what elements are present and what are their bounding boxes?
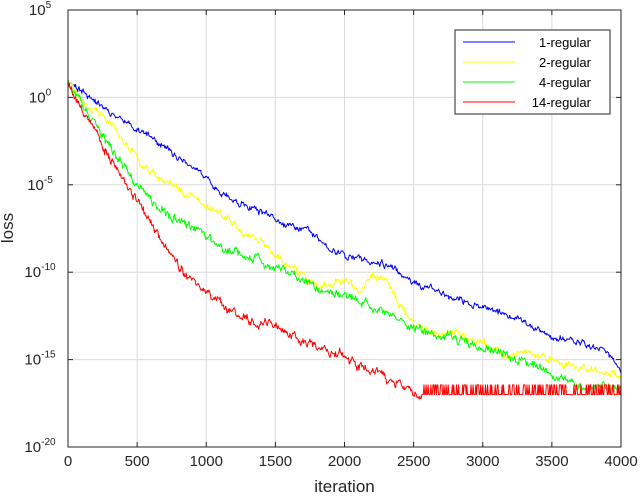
series-line-4-regular <box>67 79 622 393</box>
legend-entry-label: 1-regular <box>539 35 592 50</box>
x-tick-label: 2000 <box>328 453 361 470</box>
y-tick-base: 10 <box>24 352 41 369</box>
x-tick-label: 2500 <box>397 453 430 470</box>
x-tick-labels: 0 500 1000 1500 2000 2500 3000 3500 4000 <box>64 453 638 470</box>
legend-box <box>454 29 611 115</box>
series-lines <box>67 79 622 400</box>
x-tick-label: 0 <box>64 453 72 470</box>
y-tick-base: 10 <box>24 264 41 281</box>
x-tick-label: 1000 <box>190 453 223 470</box>
y-tick-base: 10 <box>29 2 46 19</box>
y-tick-exponent: -15 <box>41 350 56 361</box>
x-tick-label: 3500 <box>535 453 568 470</box>
y-tick-label: 10-5 <box>27 175 53 194</box>
x-tick-label: 4000 <box>604 453 637 470</box>
legend-entry-label: 14-regular <box>532 95 592 110</box>
y-tick-exponent: -10 <box>41 262 56 273</box>
y-tick-label: 10-10 <box>24 262 56 281</box>
x-tick-label: 3000 <box>466 453 499 470</box>
x-axis-label: iteration <box>314 477 374 496</box>
y-tick-exponent: 0 <box>46 87 52 98</box>
y-axis-label: loss <box>0 213 17 243</box>
legend: 1-regular 2-regular 4-regular 14-regular <box>454 29 611 115</box>
y-tick-exponent: -5 <box>44 175 53 186</box>
y-tick-label: 105 <box>29 0 52 19</box>
y-tick-label: 10-15 <box>24 350 56 369</box>
y-tick-base: 10 <box>27 177 44 194</box>
legend-entry-label: 2-regular <box>539 55 592 70</box>
y-tick-exponent: -20 <box>41 437 56 448</box>
series-line-2-regular <box>67 79 622 379</box>
y-tick-base: 10 <box>24 439 41 456</box>
y-tick-base: 10 <box>29 89 46 106</box>
axis-ticks <box>67 9 622 448</box>
x-tick-label: 1500 <box>259 453 292 470</box>
series-line-14-regular <box>67 79 622 400</box>
legend-entry-label: 4-regular <box>539 75 592 90</box>
x-tick-label: 500 <box>125 453 150 470</box>
y-tick-label: 100 <box>29 87 52 106</box>
series-line-1-regular <box>67 79 622 374</box>
y-tick-label: 10-20 <box>24 437 56 456</box>
y-tick-exponent: 5 <box>46 0 52 11</box>
